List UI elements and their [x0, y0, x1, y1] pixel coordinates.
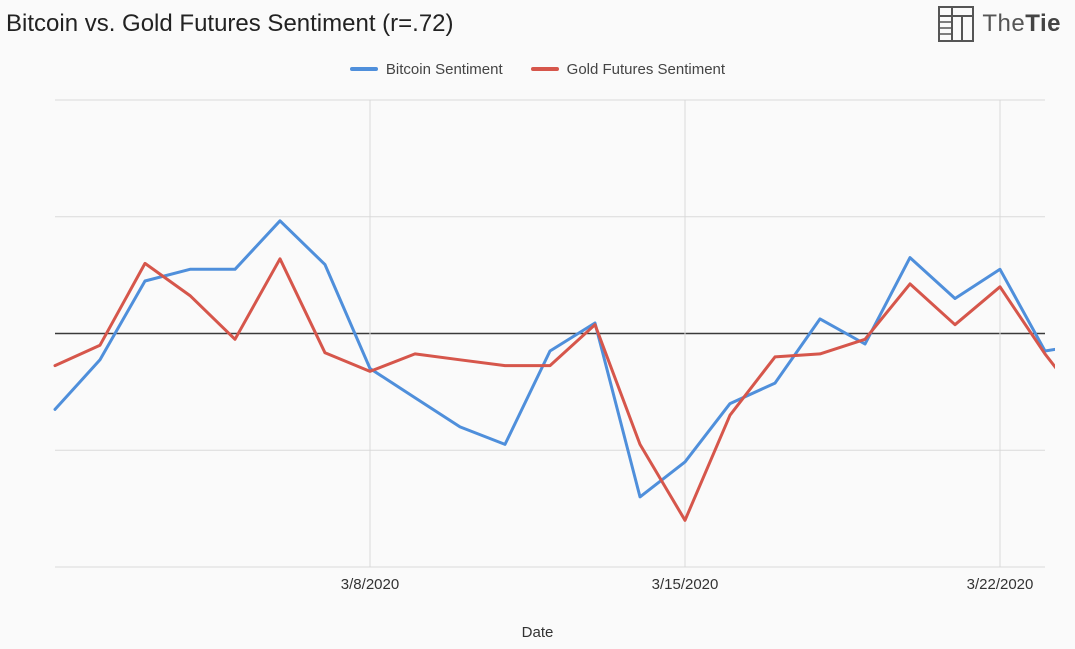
svg-text:3/8/2020: 3/8/2020 — [341, 576, 399, 593]
svg-text:3/15/2020: 3/15/2020 — [652, 576, 719, 593]
legend-swatch — [350, 67, 378, 71]
brand-logo: TheTie — [938, 6, 1061, 42]
x-axis-label: Date — [0, 624, 1075, 641]
chart-container: Bitcoin vs. Gold Futures Sentiment (r=.7… — [0, 0, 1075, 649]
svg-text:3/22/2020: 3/22/2020 — [967, 576, 1034, 593]
legend-item: Bitcoin Sentiment — [350, 61, 503, 78]
brand-text: TheTie — [982, 10, 1061, 38]
series-line — [55, 221, 1055, 497]
plot-area: -4-20243/8/20203/15/20203/22/2020 — [45, 95, 1055, 595]
legend-label: Gold Futures Sentiment — [567, 61, 725, 78]
chart-title: Bitcoin vs. Gold Futures Sentiment (r=.7… — [6, 10, 454, 38]
legend-item: Gold Futures Sentiment — [531, 61, 725, 78]
brand-text-bold: Tie — [1025, 10, 1061, 37]
brand-text-light: The — [982, 10, 1025, 37]
legend-label: Bitcoin Sentiment — [386, 61, 503, 78]
legend: Bitcoin Sentiment Gold Futures Sentiment — [0, 58, 1075, 78]
legend-swatch — [531, 67, 559, 71]
brand-icon — [938, 6, 974, 42]
series-line — [55, 259, 1055, 521]
